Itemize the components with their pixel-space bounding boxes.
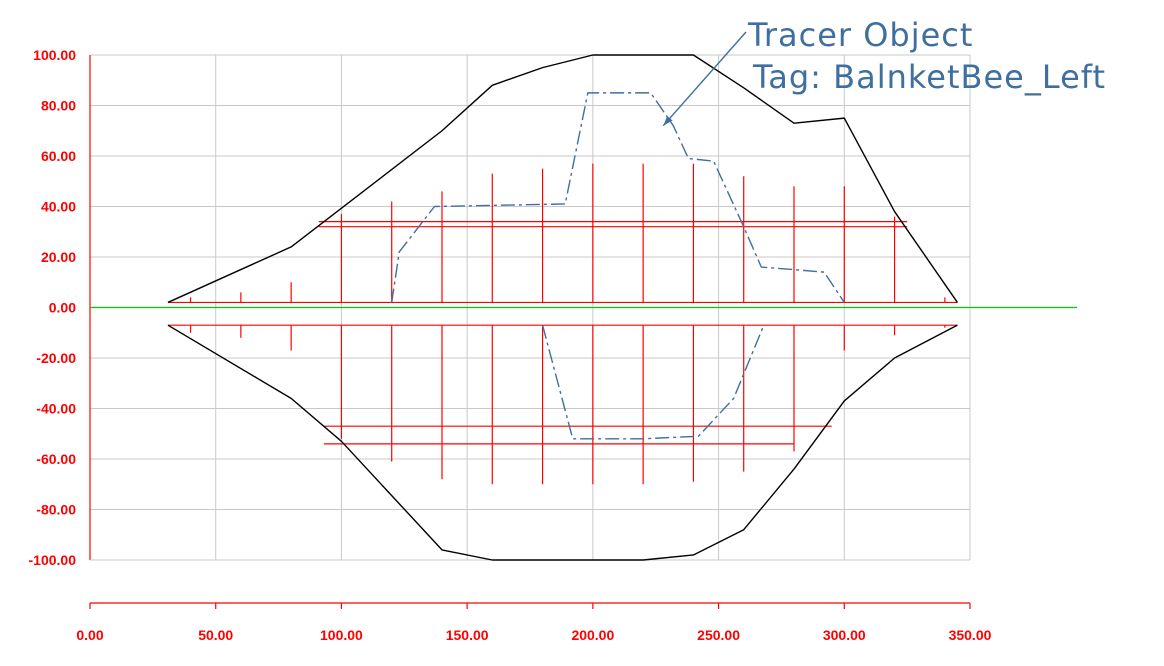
x-tick-label: 100.00 [320,627,363,643]
annotation-line-1: Tracer Object [747,16,973,54]
boundary-upper-line [167,54,959,304]
section-bands [167,221,958,445]
x-tick-label: 200.00 [571,627,614,643]
y-tick-label: -100.00 [29,552,77,568]
y-tick-label: -80.00 [36,502,76,518]
x-tick-label: 50.00 [198,627,233,643]
y-tick-label: -60.00 [36,451,76,467]
y-tick-label: 100.00 [33,47,76,63]
y-tick-labels: 100.00 80.00 60.00 40.00 20.00 0.00 -20.00 -40.… [29,47,77,568]
annotation-line-2: Tag: BalnketBee_Left [752,58,1106,96]
x-tick-label: 300.00 [823,627,866,643]
y-tick-label: -40.00 [36,401,76,417]
x-tick-label: 350.00 [949,627,992,643]
x-tick-labels: 0.00 50.00 100.00 150.00 200.00 250.00 300.00 3… [76,627,991,643]
x-tick-label: 250.00 [697,627,740,643]
y-tick-label: 20.00 [41,249,76,265]
annotation-arrowhead [663,115,673,126]
y-tick-label: 60.00 [41,148,76,164]
series-lines [167,54,959,561]
y-tick-label: 40.00 [41,199,76,215]
annotation-leader-line [662,31,747,127]
y-tick-label: 80.00 [41,98,76,114]
section-ticks [189,163,946,485]
x-tick-label: 150.00 [446,627,489,643]
tracer-lower-line [541,324,765,440]
annotation: Tracer Object Tag: BalnketBee_Left [662,16,1106,127]
x-tick-label: 0.00 [76,627,103,643]
y-tick-label: -20.00 [36,350,76,366]
tracer-upper-line [391,92,845,303]
axes [89,55,1077,609]
boundary-lower-line [167,324,958,561]
y-tick-label: 0.00 [49,300,76,316]
